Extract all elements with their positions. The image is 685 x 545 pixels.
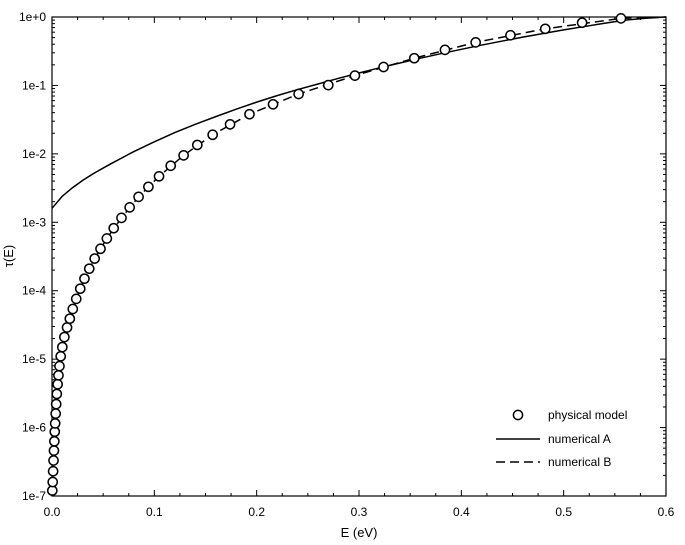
data-point-physical-model (244, 108, 255, 120)
data-point-physical-model (47, 476, 59, 488)
data-point-physical-model (153, 170, 165, 182)
data-point-physical-model (61, 322, 73, 333)
data-point-physical-model (133, 191, 144, 203)
data-point-physical-model (67, 303, 79, 315)
data-point-physical-model (539, 23, 551, 35)
data-point-physical-model (49, 418, 61, 429)
data-point-physical-model (143, 181, 154, 193)
data-point-physical-model (439, 44, 451, 56)
data-point-physical-model (64, 313, 76, 325)
data-point-physical-model (89, 253, 101, 264)
x-tick-labels: 0.0 0.1 0.2 0.3 0.4 0.5 0.6 (44, 505, 675, 519)
data-point-physical-model (59, 331, 70, 343)
x-axis-label: E (eV) (341, 525, 378, 540)
series-line-numerical-b (51, 16, 667, 491)
data-point-physical-model (83, 263, 95, 275)
data-point-physical-model (408, 52, 420, 64)
y-tick-label: 1e+0 (19, 10, 46, 24)
data-point-physical-model (74, 283, 86, 295)
data-point-physical-model (51, 388, 63, 400)
data-point-physical-model (47, 465, 59, 477)
data-point-physical-model (378, 61, 389, 73)
plot-frame (51, 16, 667, 497)
series-line-numerical-a (51, 16, 667, 209)
data-point-physical-model (50, 398, 62, 410)
data-point-physical-model (52, 378, 63, 390)
data-point-physical-model (293, 88, 304, 100)
legend-marker-physical-model (512, 409, 524, 421)
data-point-physical-model (48, 455, 59, 466)
data-point-physical-model (224, 118, 236, 130)
x-tick-label: 0.0 (44, 505, 61, 519)
y-tick-label: 1e-1 (22, 78, 46, 92)
x-tick-label: 0.1 (146, 505, 163, 519)
data-point-physical-model (349, 70, 361, 81)
data-point-physical-model (165, 160, 177, 172)
data-point-physical-model (70, 293, 82, 305)
data-point-physical-model (191, 139, 203, 151)
y-tick-label: 1e-5 (22, 352, 46, 366)
axis-ticks (51, 16, 667, 497)
y-tick-label: 1e-2 (22, 147, 46, 161)
data-point-physical-model (50, 408, 62, 419)
y-axis-label: τ(E) (1, 245, 16, 267)
data-point-physical-model (53, 369, 64, 381)
data-point-physical-model (49, 435, 60, 447)
data-point-physical-model (322, 79, 334, 91)
data-point-physical-model (48, 445, 60, 456)
legend-label-numerical-a: numerical A (548, 432, 611, 446)
y-tick-label: 1e-3 (22, 215, 46, 229)
x-tick-label: 0.3 (351, 505, 368, 519)
y-tick-labels: 1e-7 1e-6 1e-5 1e-4 1e-3 1e-2 1e-1 1e+0 (19, 10, 46, 503)
x-tick-label: 0.5 (555, 505, 572, 519)
data-point-physical-model (108, 222, 120, 234)
data-point-physical-model (54, 360, 65, 372)
data-point-physical-model (124, 202, 136, 213)
data-point-physical-model (55, 350, 67, 362)
data-point-physical-model (79, 273, 90, 285)
x-tick-label: 0.6 (658, 505, 675, 519)
y-tick-label: 1e-7 (22, 489, 46, 503)
data-point-physical-model (56, 341, 68, 353)
legend-label-numerical-b: numerical B (548, 455, 611, 469)
x-tick-label: 0.2 (248, 505, 265, 519)
y-tick-label: 1e-6 (22, 421, 46, 435)
data-point-physical-model (615, 13, 627, 24)
series-layer (46, 13, 667, 496)
data-point-physical-model (267, 98, 279, 110)
legend: physical model numerical A numerical B (496, 408, 627, 469)
data-point-physical-model (207, 129, 219, 141)
x-tick-label: 0.4 (453, 505, 470, 519)
data-point-physical-model (576, 17, 588, 29)
data-point-physical-model (116, 212, 127, 224)
data-point-physical-model (178, 150, 189, 161)
data-point-physical-model (95, 243, 106, 255)
data-point-physical-model (101, 233, 113, 244)
data-point-physical-model (505, 29, 516, 41)
legend-label-physical-model: physical model (548, 408, 627, 422)
data-point-physical-model (470, 37, 482, 48)
y-tick-label: 1e-4 (22, 284, 46, 298)
